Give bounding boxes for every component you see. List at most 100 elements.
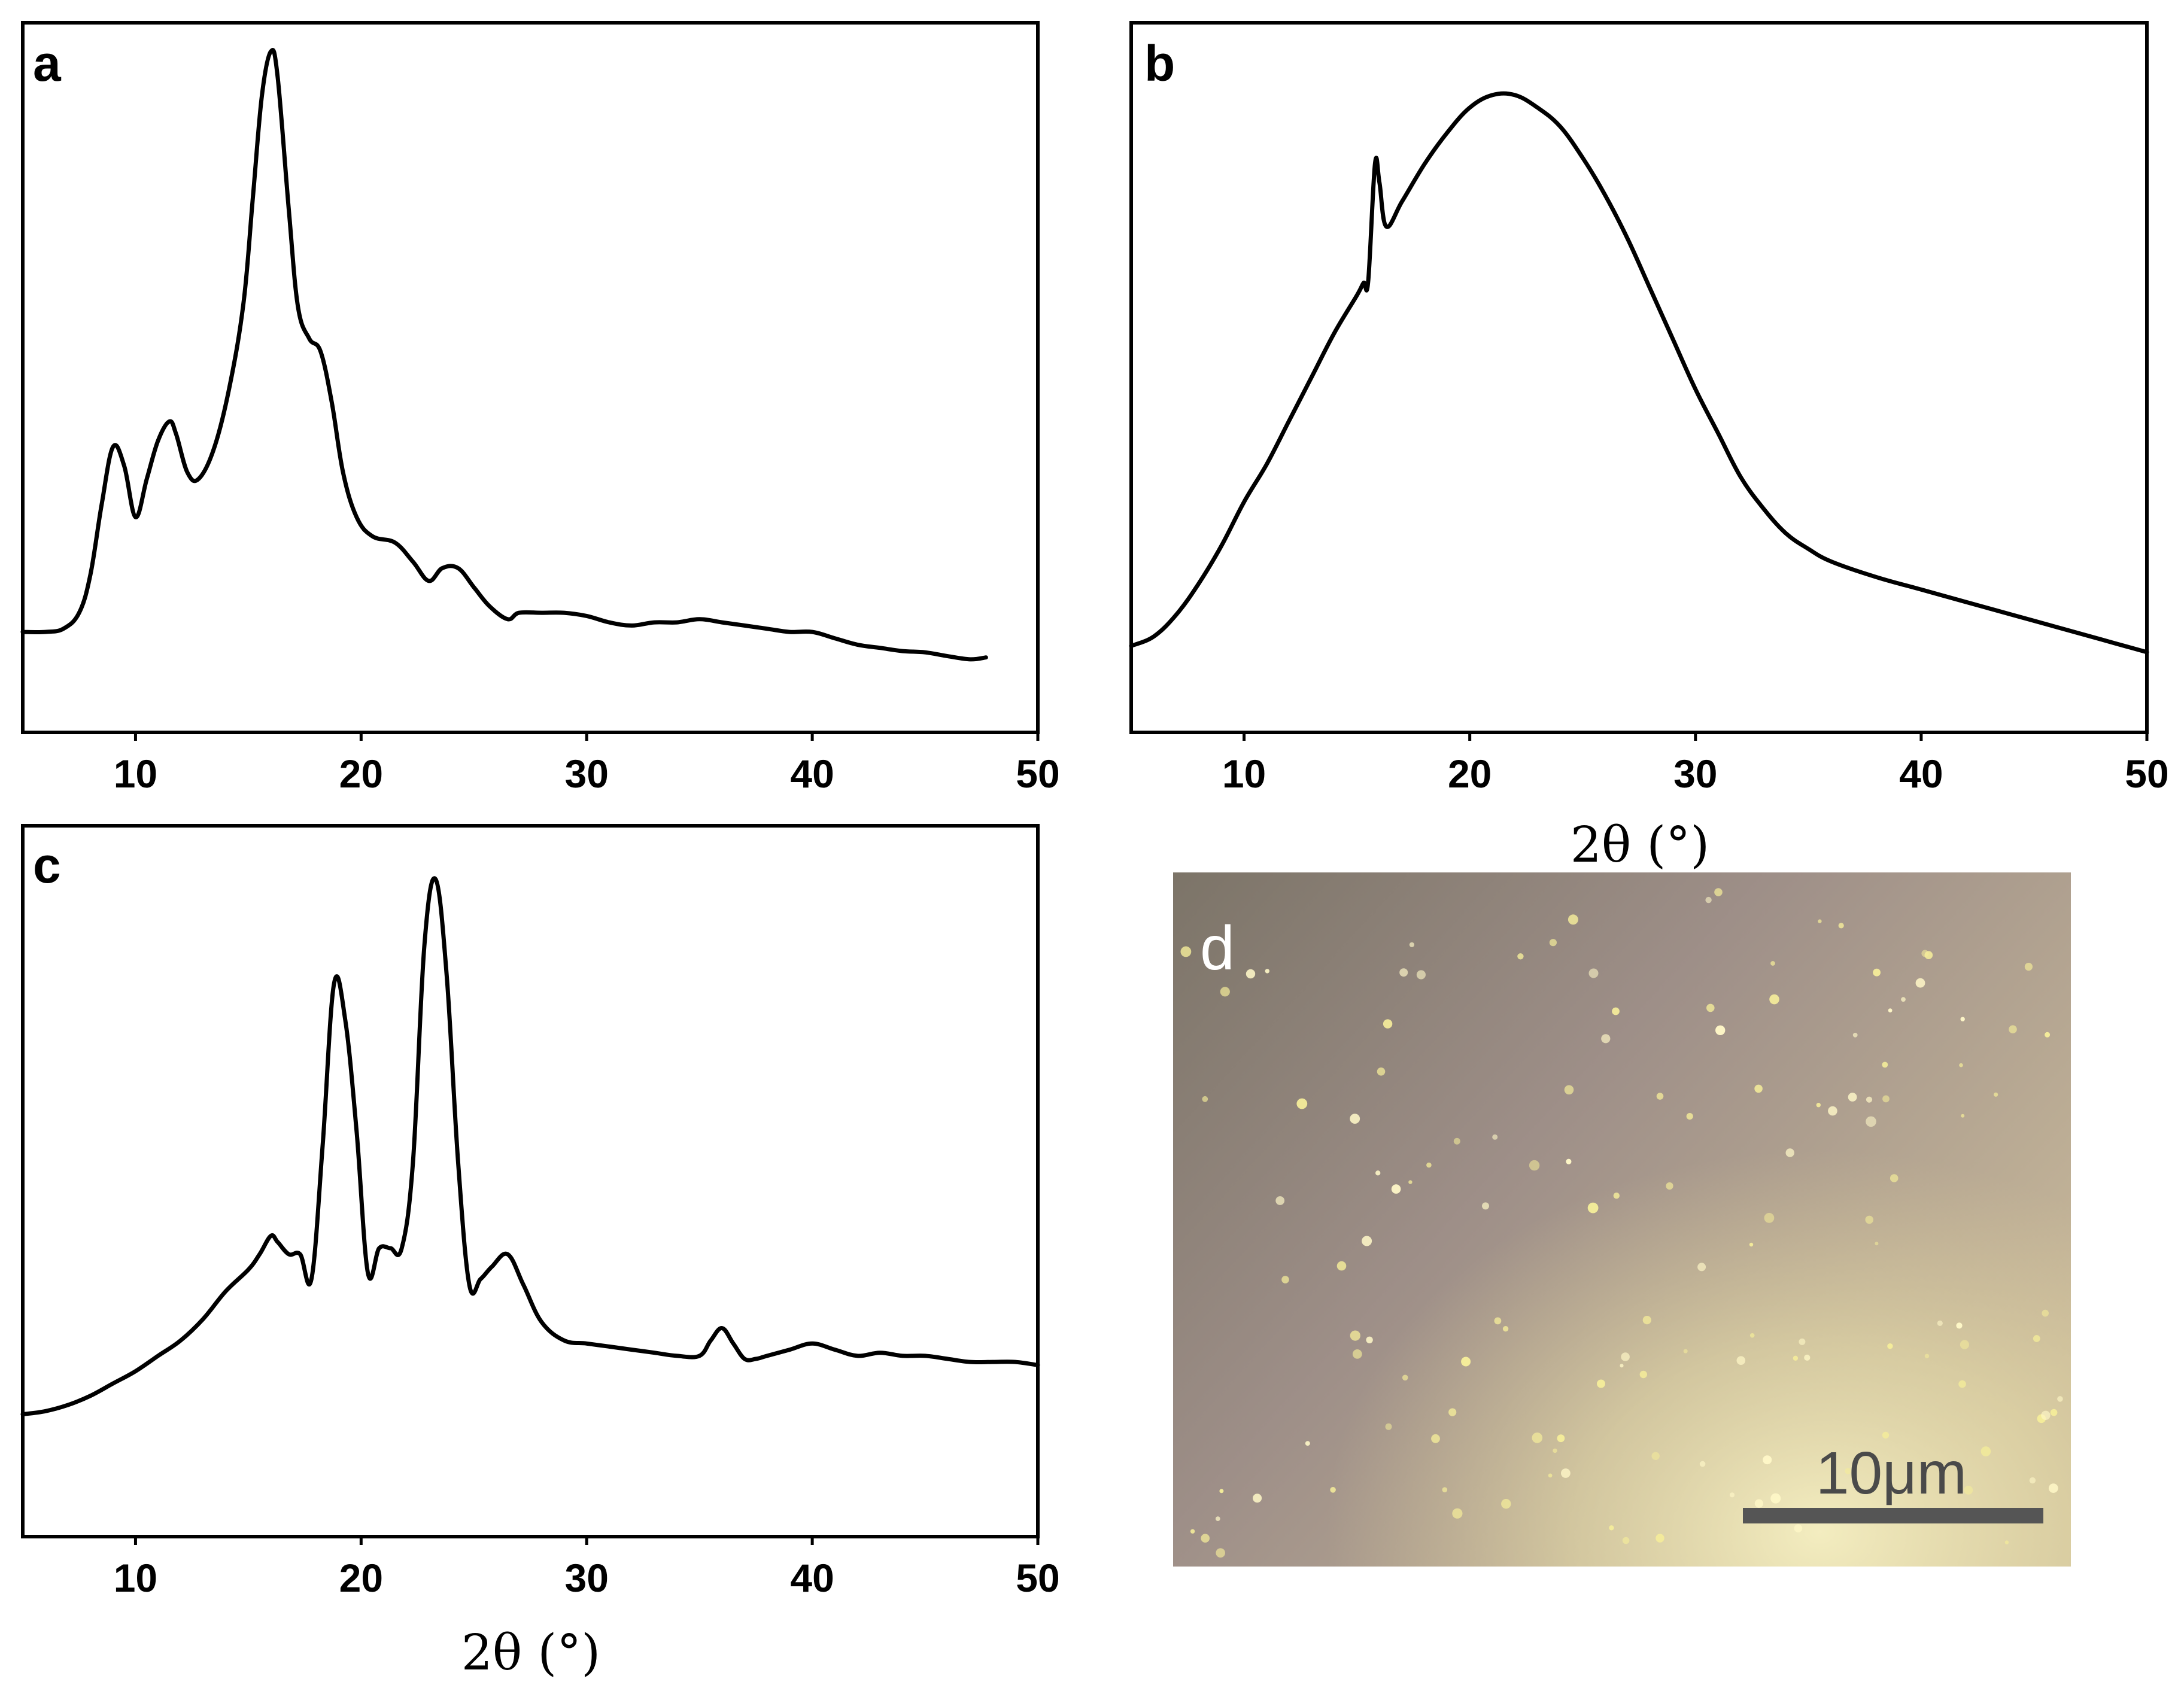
micrograph-speckle [1956, 1322, 1963, 1329]
panel-a-x-tick-label-20: 20 [339, 752, 383, 796]
micrograph-speckle [1769, 994, 1779, 1005]
micrograph-speckle [1763, 1455, 1772, 1465]
micrograph-speckle [1873, 968, 1881, 977]
micrograph-speckle [1699, 1461, 1706, 1467]
micrograph-speckle [1377, 1067, 1386, 1076]
micrograph-speckle [1848, 1093, 1857, 1102]
micrograph-speckle [1706, 1003, 1715, 1012]
panel-a-x-tick-label-50: 50 [1016, 752, 1059, 796]
micrograph-speckle [2024, 963, 2033, 971]
micrograph-speckle [1818, 919, 1822, 923]
micrograph-speckle [1793, 1355, 1799, 1361]
micrograph-speckle [1961, 1114, 1965, 1118]
micrograph-speckle [1532, 1432, 1543, 1443]
micrograph-speckle [1588, 968, 1599, 978]
micrograph-speckle [1246, 969, 1256, 979]
micrograph-speckle [1852, 1032, 1858, 1038]
micrograph-speckle [1838, 923, 1844, 929]
panel-d-micrograph: d 10μm [1173, 872, 2071, 1567]
micrograph-speckle [1924, 951, 1933, 959]
micrograph-speckle [1865, 1215, 1873, 1224]
micrograph-speckle [1828, 1106, 1837, 1116]
micrograph-speckle [1888, 1008, 1893, 1012]
micrograph-speckle [1749, 1242, 1754, 1247]
micrograph-speckle [1452, 1508, 1463, 1519]
micrograph-speckle [1564, 1085, 1574, 1095]
micrograph-speckle [1770, 961, 1775, 966]
panel-b-x-axis-label: 2θ (°) [1571, 817, 1710, 874]
micrograph-speckle [1442, 1487, 1448, 1492]
micrograph-speckle [1330, 1487, 1336, 1493]
micrograph-speckle [1754, 1499, 1763, 1508]
micrograph-label: d [1200, 914, 1235, 983]
micrograph-speckle [1609, 1525, 1614, 1531]
micrograph-speckle [1651, 1452, 1660, 1460]
micrograph-speckle [1770, 1493, 1781, 1504]
panel-c-x-tick-label-20: 20 [339, 1556, 383, 1600]
micrograph-speckle [1561, 1468, 1571, 1478]
micrograph-speckle [1754, 1084, 1763, 1093]
micrograph-speckle [1622, 1537, 1630, 1544]
micrograph-speckle [1666, 1182, 1673, 1190]
micrograph-speckle [1697, 1263, 1706, 1272]
panel-label-a: a [33, 35, 62, 92]
micrograph-speckle [1216, 1548, 1225, 1558]
panel-label-b: b [1144, 35, 1175, 92]
micrograph-speckle [1453, 1138, 1460, 1145]
panel-c-x-tick-label-50: 50 [1016, 1556, 1059, 1600]
micrograph-speckle [1901, 997, 1906, 1002]
panel-a: a 10 20 30 40 50 [20, 21, 1060, 796]
micrograph-speckle [1887, 1343, 1893, 1349]
panel-b-x-tick-label-10: 10 [1222, 752, 1266, 796]
micrograph-speckle [1620, 1364, 1624, 1368]
micrograph-speckle [1866, 1116, 1876, 1127]
micrograph-speckle [1402, 1374, 1408, 1381]
micrograph-speckle [1612, 1007, 1620, 1015]
micrograph-speckle [1202, 1096, 1208, 1102]
panel-c-x-ticks: 10 20 30 40 50 [114, 1537, 1060, 1600]
micrograph-speckle [1642, 1316, 1651, 1325]
micrograph-speckle [1924, 1354, 1930, 1358]
micrograph-speckle [1794, 1524, 1803, 1532]
scale-bar [1743, 1508, 2043, 1523]
panel-a-series-line [20, 48, 988, 662]
micrograph-speckle [1736, 1356, 1746, 1365]
micrograph-speckle [1391, 1184, 1401, 1194]
micrograph-speckle [1882, 1431, 1890, 1439]
panel-a-x-tick-label-10: 10 [114, 752, 157, 796]
micrograph-speckle [1960, 1340, 1969, 1349]
micrograph-speckle [1553, 1448, 1557, 1453]
micrograph-speckle [1804, 1354, 1811, 1361]
micrograph-speckle [1517, 953, 1524, 960]
micrograph-speckle [1799, 1338, 1806, 1345]
panel-c-x-tick-label-30: 30 [565, 1556, 609, 1600]
micrograph-speckle [1190, 1529, 1195, 1534]
micrograph-speckle [1749, 1333, 1755, 1338]
micrograph-speckle [1549, 939, 1557, 947]
micrograph-speckle [1764, 1213, 1775, 1223]
panel-b-x-tick-label-20: 20 [1448, 752, 1492, 796]
panel-c: c 10 20 30 40 50 2θ (°) [20, 824, 1060, 1681]
micrograph-speckle [1305, 1441, 1310, 1446]
micrograph-speckle [1882, 1062, 1888, 1068]
micrograph-speckle [1492, 1134, 1498, 1140]
micrograph-speckle [1568, 914, 1578, 925]
micrograph-speckle [1866, 1096, 1873, 1103]
panel-a-frame [21, 21, 1040, 734]
panel-b-series-line [1129, 91, 2149, 655]
micrograph-bright-region [1173, 872, 2071, 1567]
micrograph-speckle [2045, 1032, 2051, 1038]
micrograph-speckle [1385, 1423, 1392, 1430]
micrograph-speckle [1714, 888, 1723, 896]
panel-b: b 10 20 30 40 50 2θ (°) [1129, 21, 2169, 874]
micrograph-speckle [1501, 1499, 1511, 1509]
micrograph-speckle [1845, 1468, 1851, 1474]
micrograph-speckle [1461, 1357, 1471, 1367]
micrograph-speckle [1409, 942, 1414, 947]
micrograph-speckle [1566, 1158, 1572, 1164]
panel-c-x-tick-label-40: 40 [790, 1556, 834, 1600]
panel-b-x-tick-label-30: 30 [1673, 752, 1717, 796]
micrograph-speckle [1937, 1320, 1943, 1326]
micrograph-speckle [1362, 1236, 1372, 1246]
panel-c-x-axis-label: 2θ (°) [461, 1625, 601, 1681]
